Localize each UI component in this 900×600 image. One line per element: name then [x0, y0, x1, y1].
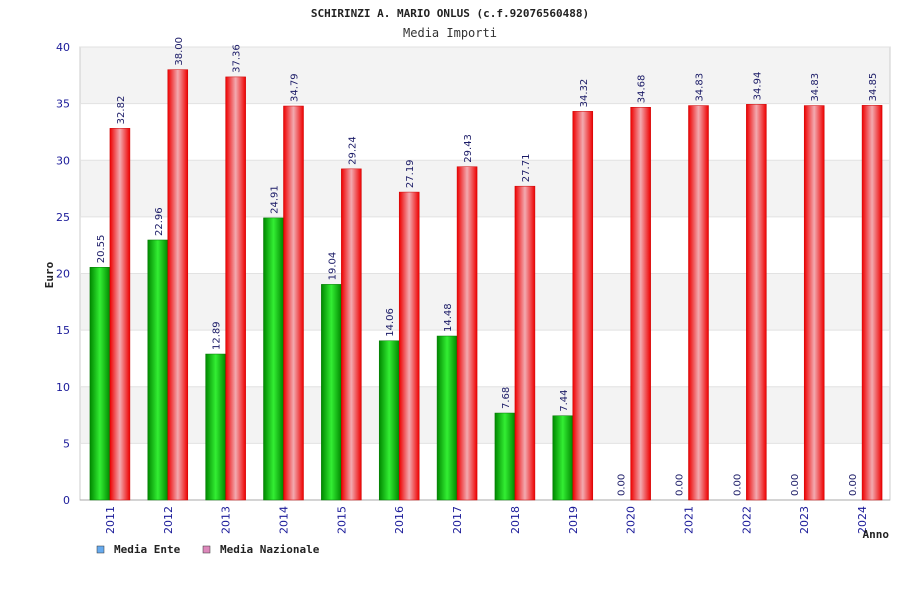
data-label: 29.24: [347, 136, 358, 165]
bar-media-nazionale-2012: [167, 69, 189, 501]
bar-media-nazionale-2024: [861, 105, 883, 501]
x-tick-label: 2023: [798, 506, 811, 534]
grid-band: [80, 273, 890, 331]
data-label: 14.48: [443, 303, 454, 332]
y-axis-ticks: 0 5 10 15 20 25 30 35 40: [56, 41, 70, 507]
legend-swatch-media-ente: [96, 545, 105, 554]
grid-band: [80, 103, 890, 161]
x-tick-label: 2024: [856, 506, 869, 534]
bar-media-ente-2011: [89, 267, 111, 501]
x-tick-label: 2018: [509, 506, 522, 534]
grid-band: [80, 386, 890, 444]
legend: Media Ente Media Nazionale: [96, 543, 320, 556]
bar-media-nazionale-2011: [109, 128, 131, 501]
data-labels: 20.55 32.82 22.96 38.00 12.89 37.36 24.91 34.79…: [96, 37, 879, 496]
bar-media-nazionale-2018: [514, 185, 536, 501]
y-tick-label: 5: [63, 437, 70, 450]
x-tick-label: 2015: [335, 506, 348, 534]
data-label: 34.83: [810, 73, 821, 102]
data-label: 34.68: [637, 75, 648, 104]
y-tick-label: 25: [56, 211, 70, 224]
grid-band: [80, 330, 890, 387]
bar-media-ente-2016: [378, 340, 400, 501]
data-label: 38.00: [174, 37, 185, 66]
data-label: 27.19: [405, 159, 416, 188]
data-label: 19.04: [327, 252, 338, 281]
bar-media-ente-2018: [494, 412, 516, 501]
data-label: 7.44: [559, 389, 570, 411]
data-label: 0.00: [732, 474, 743, 496]
bar-media-ente-2019: [552, 415, 574, 501]
bar-media-ente-2017: [436, 335, 458, 501]
bars: [89, 69, 883, 501]
data-label: 29.43: [463, 134, 474, 163]
data-label: 0.00: [617, 474, 628, 496]
bar-media-ente-2012: [147, 239, 169, 501]
y-tick-label: 20: [56, 268, 70, 281]
bar-media-nazionale-2020: [630, 106, 651, 501]
bar-media-nazionale-2022: [746, 104, 767, 501]
bar-media-ente-2015: [321, 284, 342, 501]
bar-media-nazionale-2023: [803, 105, 825, 501]
data-label: 0.00: [848, 474, 859, 496]
x-tick-label: 2017: [451, 506, 464, 534]
x-tick-label: 2019: [567, 506, 580, 534]
grid-band: [80, 160, 890, 217]
data-label: 12.89: [212, 321, 223, 350]
y-tick-label: 10: [56, 381, 70, 394]
data-label: 34.94: [752, 72, 763, 101]
bar-media-nazionale-2017: [456, 166, 478, 501]
grid-band: [80, 47, 890, 104]
data-label: 0.00: [675, 474, 686, 496]
data-label: 24.91: [270, 185, 281, 214]
y-tick-label: 30: [56, 154, 70, 167]
legend-label-media-ente: Media Ente: [114, 543, 181, 556]
legend-swatch-media-nazionale: [202, 545, 211, 554]
bar-media-ente-2013: [205, 353, 226, 501]
y-axis-label: Euro: [43, 261, 56, 288]
x-tick-label: 2016: [393, 506, 406, 534]
bar-media-nazionale-2021: [688, 105, 709, 501]
bar-media-nazionale-2013: [225, 76, 246, 501]
bar-media-nazionale-2015: [341, 168, 362, 501]
x-axis-ticks: 2011 2012 2013 2014 2015 2016 2017 2018 2019 2020…: [104, 506, 869, 534]
x-tick-label: 2021: [683, 506, 696, 534]
chart-subtitle: Media Importi: [403, 26, 497, 40]
y-tick-label: 35: [56, 98, 70, 111]
data-label: 20.55: [96, 235, 107, 264]
data-label: 22.96: [154, 207, 165, 236]
x-tick-label: 2020: [625, 506, 638, 534]
chart-title: SCHIRINZI A. MARIO ONLUS (c.f.9207656048…: [311, 7, 589, 20]
data-label: 34.83: [695, 73, 706, 102]
data-label: 34.32: [579, 79, 590, 108]
x-tick-label: 2011: [104, 506, 117, 534]
data-label: 7.68: [501, 387, 512, 409]
bar-media-nazionale-2016: [398, 191, 420, 501]
data-label: 32.82: [116, 96, 127, 125]
y-tick-label: 40: [56, 41, 70, 54]
data-label: 0.00: [790, 474, 801, 496]
data-label: 27.71: [521, 154, 532, 183]
bar-media-ente-2014: [263, 217, 284, 501]
grid-band: [80, 443, 890, 500]
bar-media-nazionale-2014: [283, 105, 304, 501]
bar-media-nazionale-2019: [572, 111, 594, 501]
data-label: 37.36: [232, 44, 243, 73]
x-tick-label: 2012: [162, 506, 175, 534]
grid-band: [80, 216, 890, 274]
x-tick-label: 2014: [278, 506, 291, 534]
data-label: 34.85: [868, 73, 879, 102]
y-tick-label: 0: [63, 494, 70, 507]
legend-label-media-nazionale: Media Nazionale: [220, 543, 320, 556]
x-tick-label: 2022: [740, 506, 753, 534]
x-axis-label: Anno: [863, 528, 890, 541]
data-label: 14.06: [385, 308, 396, 337]
data-label: 34.79: [290, 73, 301, 102]
x-tick-label: 2013: [220, 506, 233, 534]
y-tick-label: 15: [56, 324, 70, 337]
